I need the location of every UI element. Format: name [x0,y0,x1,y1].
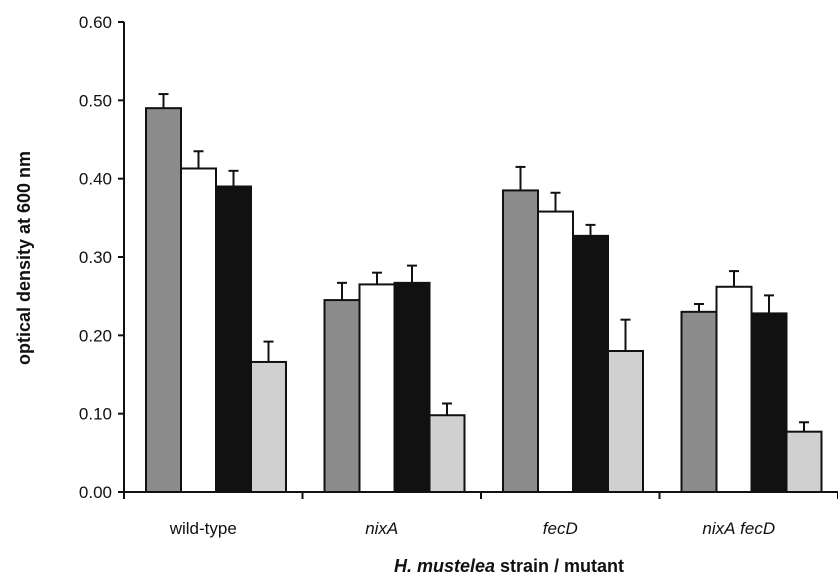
bar [323,299,361,494]
y-tick-label: 0.40 [79,170,112,189]
bar [180,167,217,493]
y-tick-label: 0.20 [79,326,112,345]
bar [785,430,823,493]
bar [572,234,609,493]
category-label: wild-type [169,519,237,538]
x-axis-title: H. mustelea strain / mutant [394,556,624,576]
bar [358,283,396,493]
bar [607,350,644,493]
bar [250,360,287,494]
category-label-part: fecD [543,519,578,538]
y-axis-title: optical density at 600 nm [14,151,34,365]
category-label: nixA [365,519,398,538]
y-tick-label: 0.50 [79,91,112,110]
bar [502,189,539,494]
bar [215,185,252,493]
y-tick-label: 0.00 [79,483,112,502]
category-label-part: nixA [365,519,398,538]
category-label: nixA fecD [702,519,775,538]
bar [680,310,718,494]
bar [145,107,182,494]
y-tick-label: 0.10 [79,405,112,424]
category-label-part: nixA [702,519,735,538]
bar [750,312,788,493]
category-label-part: fecD [740,519,775,538]
x-axis-title-part: H. mustelea [394,556,495,576]
category-label: fecD [543,519,578,538]
x-axis-title-part: strain / mutant [495,556,624,576]
category-label-part: wild-type [169,519,237,538]
bar [537,210,574,493]
bar [393,281,431,493]
y-tick-label: 0.30 [79,248,112,267]
y-tick-label: 0.60 [79,13,112,32]
bar [428,414,466,494]
bar [715,285,753,493]
